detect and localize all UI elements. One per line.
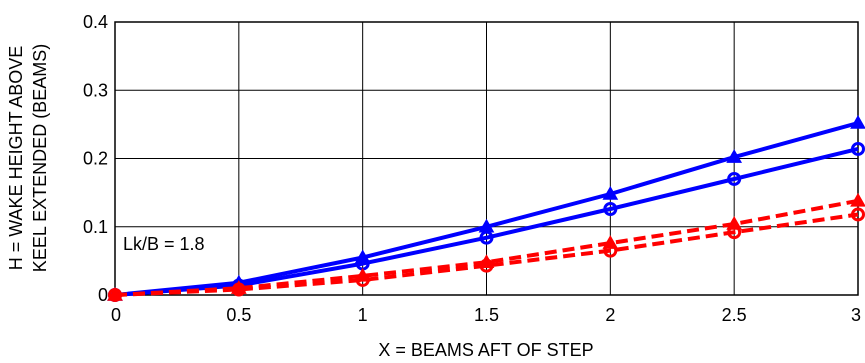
annotation: Lk/B = 1.8 [123, 234, 205, 254]
data-point-circle [603, 243, 618, 258]
x-tick-label: 0 [111, 305, 121, 325]
y-tick-label: 0.4 [83, 12, 108, 32]
y-axis-label-line-1: H = WAKE HEIGHT ABOVE [6, 46, 26, 271]
y-tick-label: 0.1 [83, 217, 108, 237]
x-tick-label: 0.5 [226, 305, 251, 325]
y-tick-label: 0 [98, 285, 108, 305]
data-point-circle [851, 207, 865, 222]
data-point-circle [231, 282, 246, 297]
x-tick-label: 2 [605, 305, 615, 325]
data-point-triangle [850, 115, 865, 129]
x-tick-labels: 0 0.5 1 1.5 2 2.5 3 [111, 305, 861, 325]
data-point-circle [603, 202, 618, 217]
data-point-circle [479, 258, 494, 273]
x-tick-label: 3 [851, 305, 861, 325]
data-point-circle [355, 272, 370, 287]
x-tick-label: 1.5 [474, 305, 499, 325]
data-point-circle [108, 288, 122, 302]
data-point-triangle [726, 149, 743, 163]
series-line [114, 212, 859, 297]
data-point-circle [851, 141, 865, 156]
data-point-circle [727, 171, 742, 186]
data-point-triangle [602, 185, 619, 200]
series-layer [107, 115, 865, 302]
x-tick-label: 2.5 [722, 305, 747, 325]
x-axis-label: X = BEAMS AFT OF STEP [378, 340, 593, 360]
data-point-circle [727, 225, 742, 240]
series-4 [108, 207, 865, 302]
y-tick-labels: 0 0.1 0.2 0.3 0.4 [83, 12, 108, 305]
x-tick-label: 1 [358, 305, 368, 325]
y-axis-label-line-2: KEEL EXTENDED (BEAMS) [30, 44, 50, 272]
data-point-triangle [850, 192, 865, 207]
y-tick-label: 0.2 [83, 149, 108, 169]
data-point-circle [479, 230, 494, 245]
y-tick-label: 0.3 [83, 80, 108, 100]
